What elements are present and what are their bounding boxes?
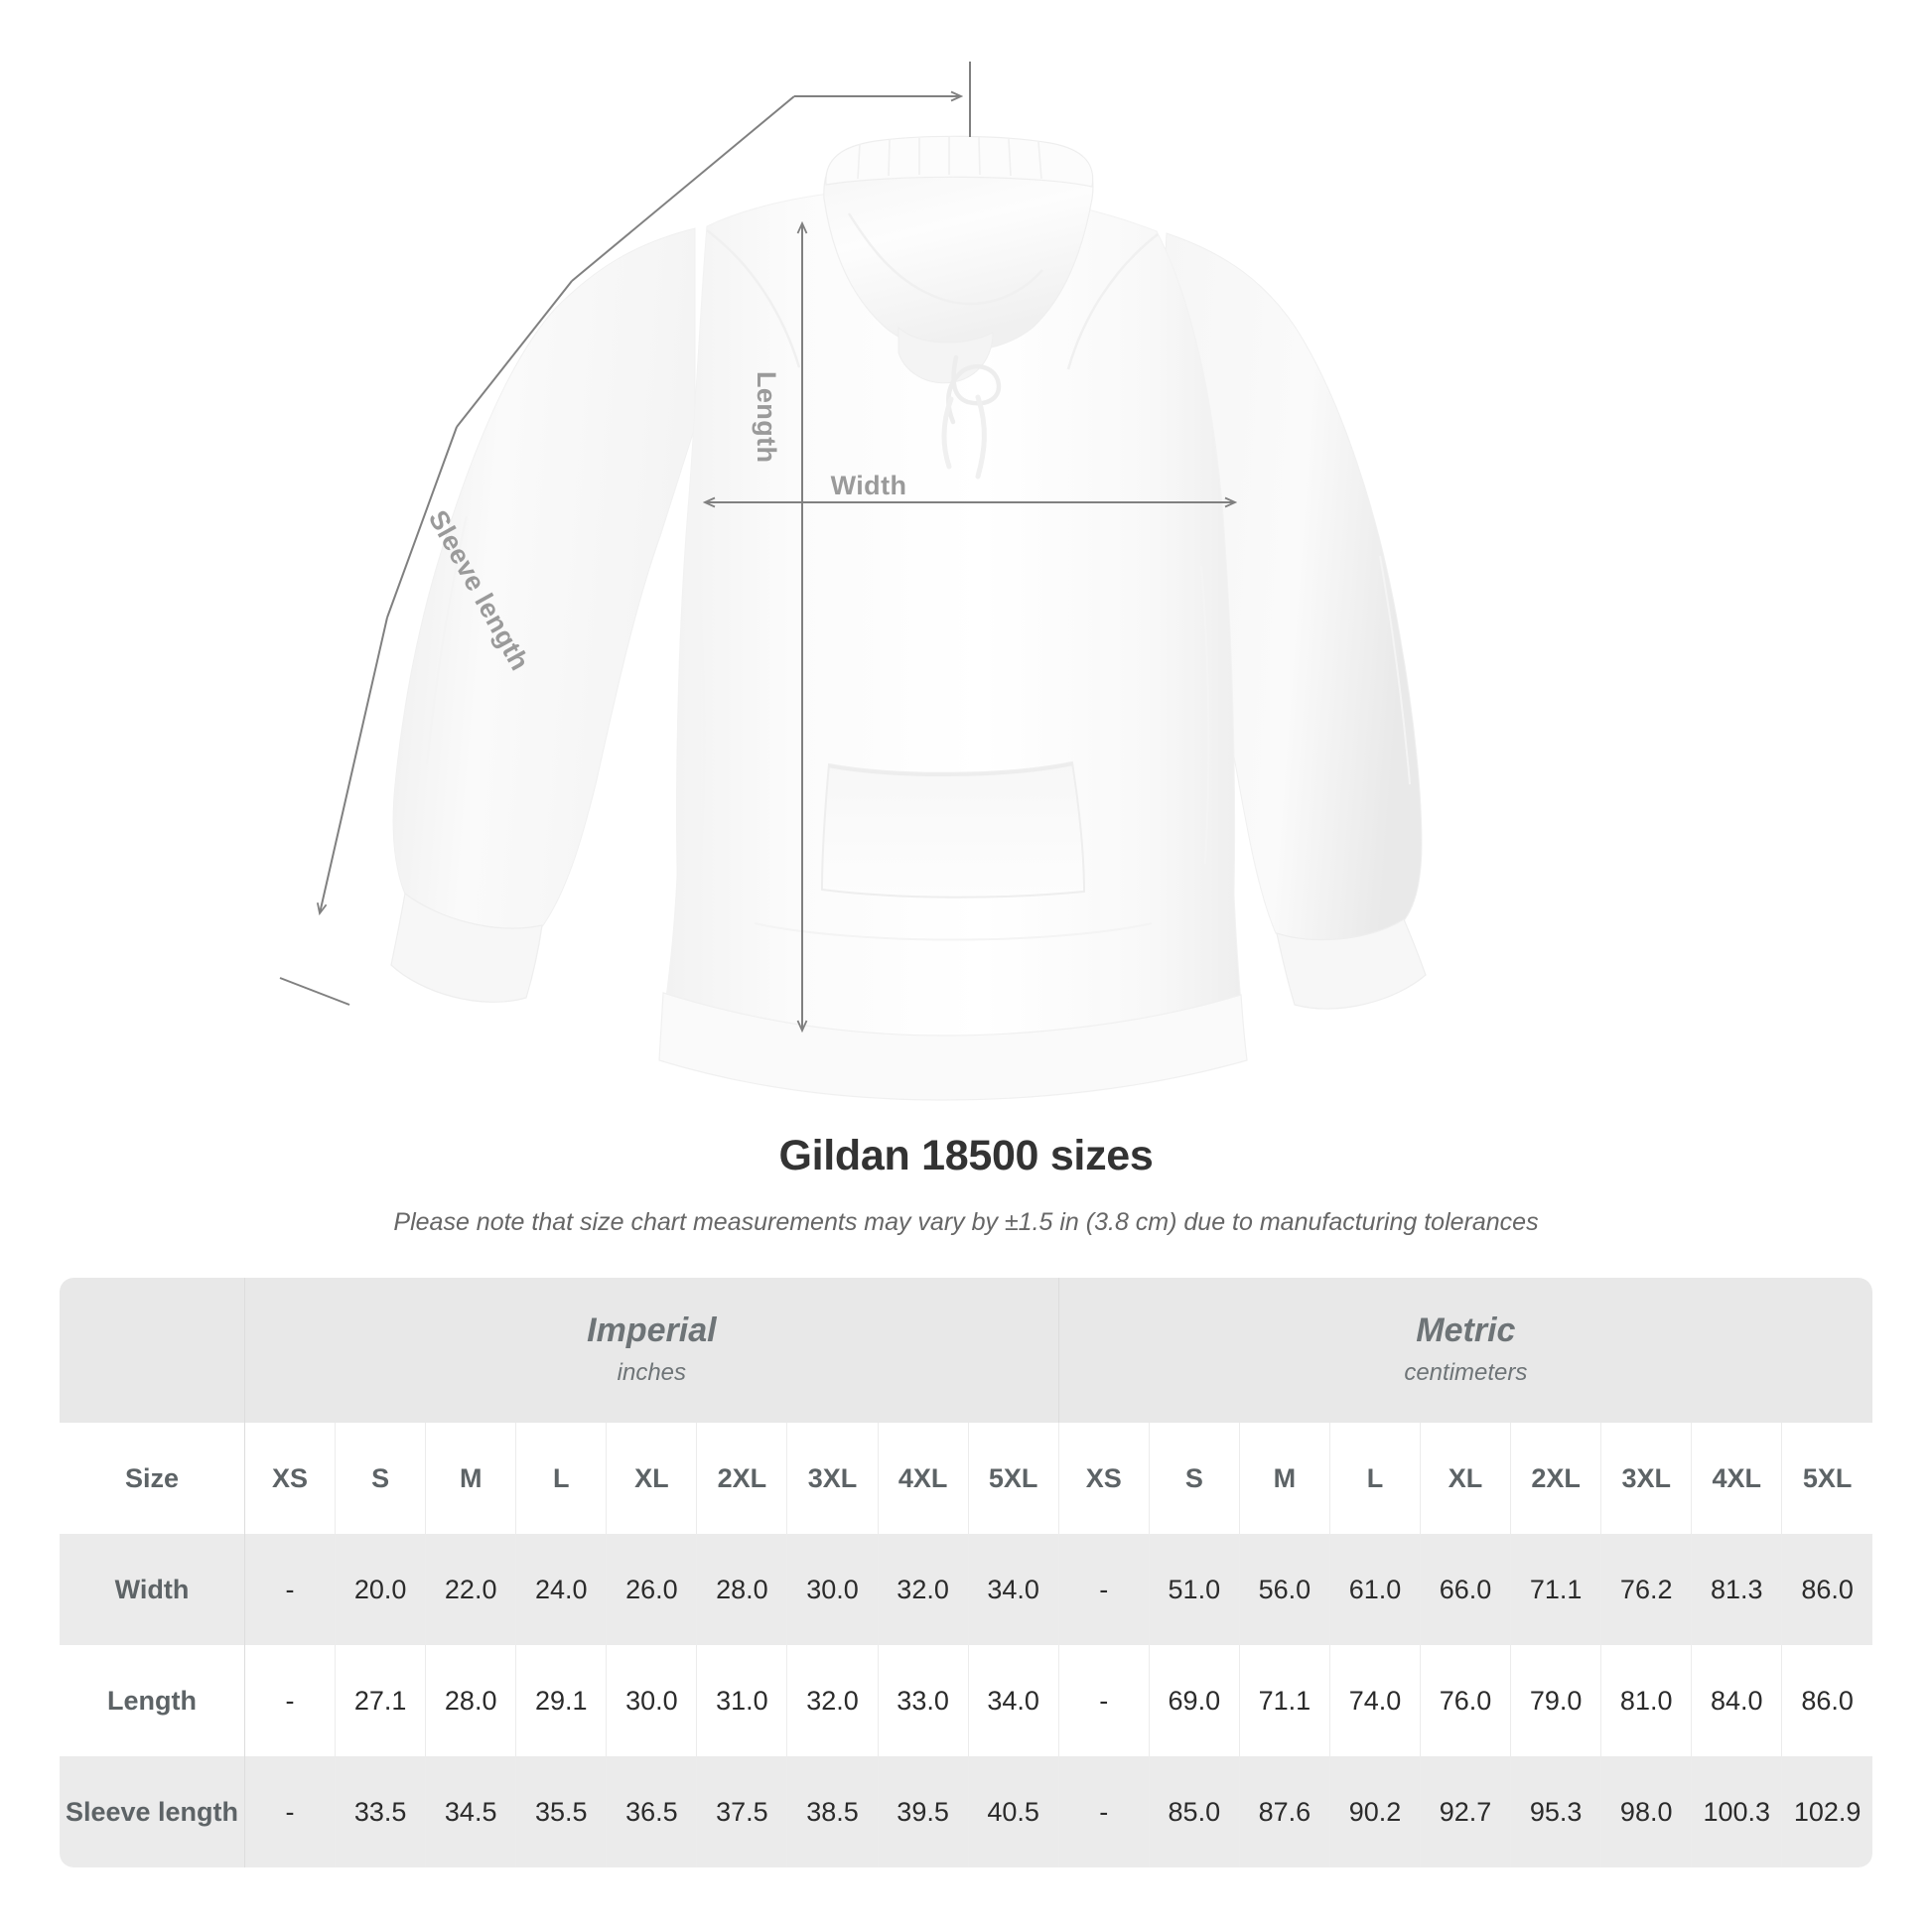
- column-header-size: Size: [60, 1423, 245, 1534]
- size-header-imperial-3xl: 3XL: [786, 1423, 879, 1534]
- sleeve-length-dimension-line: [279, 62, 971, 1006]
- cell-sleeve-length-imperial-m: 34.5: [425, 1756, 516, 1867]
- cell-sleeve-length-imperial-2xl: 37.5: [696, 1756, 787, 1867]
- row-header-width: Width: [60, 1534, 245, 1645]
- size-header-imperial-xl: XL: [606, 1423, 697, 1534]
- size-header-metric-m: M: [1238, 1423, 1330, 1534]
- cell-width-metric-4xl: 81.3: [1691, 1534, 1782, 1645]
- hoodie-garment: [390, 135, 1427, 1101]
- cell-length-imperial-xs: -: [243, 1645, 336, 1756]
- row-header-length: Length: [60, 1645, 245, 1756]
- size-header-imperial-m: M: [425, 1423, 516, 1534]
- cell-width-imperial-s: 20.0: [335, 1534, 426, 1645]
- cell-sleeve-length-imperial-l: 35.5: [515, 1756, 607, 1867]
- cell-sleeve-length-metric-s: 85.0: [1148, 1756, 1240, 1867]
- cell-sleeve-length-metric-2xl: 95.3: [1510, 1756, 1601, 1867]
- cell-length-imperial-l: 29.1: [515, 1645, 607, 1756]
- cell-width-metric-m: 56.0: [1238, 1534, 1330, 1645]
- cell-sleeve-length-metric-l: 90.2: [1328, 1756, 1421, 1867]
- size-header-imperial-s: S: [335, 1423, 426, 1534]
- size-table-container: Imperial inches Metric centimeters Size XS S M L…: [60, 1278, 1872, 1867]
- cell-width-imperial-l: 24.0: [515, 1534, 607, 1645]
- width-dimension-label: Width: [830, 471, 907, 500]
- cell-sleeve-length-metric-m: 87.6: [1238, 1756, 1330, 1867]
- cell-sleeve-length-metric-5xl: 102.9: [1781, 1756, 1872, 1867]
- cell-length-imperial-s: 27.1: [335, 1645, 426, 1756]
- cell-sleeve-length-metric-xl: 92.7: [1420, 1756, 1511, 1867]
- size-header-metric-4xl: 4XL: [1691, 1423, 1782, 1534]
- size-header-imperial-l: L: [515, 1423, 607, 1534]
- cell-width-metric-5xl: 86.0: [1781, 1534, 1872, 1645]
- system-unit: inches: [617, 1359, 687, 1387]
- cell-length-metric-m: 71.1: [1238, 1645, 1330, 1756]
- cell-sleeve-length-metric-xs: -: [1057, 1756, 1150, 1867]
- cell-length-metric-xs: -: [1057, 1645, 1150, 1756]
- cell-length-metric-xl: 76.0: [1420, 1645, 1511, 1756]
- cell-width-metric-xs: -: [1057, 1534, 1150, 1645]
- cell-sleeve-length-metric-4xl: 100.3: [1691, 1756, 1782, 1867]
- system-name: Metric: [1416, 1311, 1516, 1350]
- length-dimension-label: Length: [752, 371, 781, 464]
- cell-width-metric-xl: 66.0: [1420, 1534, 1511, 1645]
- cell-length-imperial-4xl: 33.0: [877, 1645, 969, 1756]
- system-name: Imperial: [587, 1311, 717, 1350]
- cell-width-imperial-xl: 26.0: [606, 1534, 697, 1645]
- cell-length-imperial-2xl: 31.0: [696, 1645, 787, 1756]
- cell-length-imperial-xl: 30.0: [606, 1645, 697, 1756]
- system-header-metric: Metric centimeters: [1057, 1278, 1872, 1423]
- cell-sleeve-length-metric-3xl: 98.0: [1600, 1756, 1692, 1867]
- cell-length-imperial-5xl: 34.0: [967, 1645, 1059, 1756]
- cell-length-imperial-m: 28.0: [425, 1645, 516, 1756]
- cell-width-metric-s: 51.0: [1148, 1534, 1240, 1645]
- cell-length-metric-2xl: 79.0: [1510, 1645, 1601, 1756]
- size-header-imperial-5xl: 5XL: [967, 1423, 1059, 1534]
- table-system-header-row: Imperial inches Metric centimeters: [60, 1278, 1872, 1423]
- size-header-metric-3xl: 3XL: [1600, 1423, 1692, 1534]
- cell-width-imperial-m: 22.0: [425, 1534, 516, 1645]
- cell-sleeve-length-imperial-4xl: 39.5: [877, 1756, 969, 1867]
- system-header-imperial: Imperial inches: [244, 1278, 1059, 1423]
- size-header-imperial-4xl: 4XL: [877, 1423, 969, 1534]
- size-header-metric-xs: XS: [1057, 1423, 1150, 1534]
- size-header-metric-s: S: [1148, 1423, 1240, 1534]
- system-header-spacer: [60, 1278, 245, 1423]
- size-header-metric-5xl: 5XL: [1781, 1423, 1872, 1534]
- cell-length-metric-3xl: 81.0: [1600, 1645, 1692, 1756]
- table-row: Sleeve length -33.5 34.5 35.5 36.5 37.5 38.5 39…: [60, 1756, 1872, 1867]
- cell-length-metric-s: 69.0: [1148, 1645, 1240, 1756]
- page-title: Gildan 18500 sizes: [778, 1132, 1154, 1179]
- size-header-imperial-2xl: 2XL: [696, 1423, 787, 1534]
- cell-sleeve-length-imperial-3xl: 38.5: [786, 1756, 879, 1867]
- cell-sleeve-length-imperial-s: 33.5: [335, 1756, 426, 1867]
- cell-sleeve-length-imperial-xl: 36.5: [606, 1756, 697, 1867]
- cell-width-imperial-5xl: 34.0: [967, 1534, 1059, 1645]
- size-chart-header: Gildan 18500 sizes Please note that size…: [0, 1130, 1932, 1238]
- hoodie-illustration: [279, 62, 1427, 1101]
- table-row: Length -27.1 28.0 29.1 30.0 31.0 32.0 33.0 34.0-…: [60, 1645, 1872, 1756]
- cell-length-metric-l: 74.0: [1328, 1645, 1421, 1756]
- tolerance-note: Please note that size chart measurements…: [393, 1207, 1539, 1236]
- row-header-sleeve-length: Sleeve length: [60, 1756, 245, 1867]
- table-row: Width -20.0 22.0 24.0 26.0 28.0 30.0 32.0 34.0-5…: [60, 1534, 1872, 1645]
- size-header-metric-xl: XL: [1420, 1423, 1511, 1534]
- cell-width-metric-l: 61.0: [1328, 1534, 1421, 1645]
- cell-width-metric-2xl: 71.1: [1510, 1534, 1601, 1645]
- cell-sleeve-length-imperial-5xl: 40.5: [967, 1756, 1059, 1867]
- garment-measurement-diagram: Length Width Sleeve length: [279, 62, 1427, 1101]
- system-unit: centimeters: [1404, 1359, 1528, 1387]
- cell-width-imperial-3xl: 30.0: [786, 1534, 879, 1645]
- cell-sleeve-length-imperial-xs: -: [243, 1756, 336, 1867]
- cell-width-metric-3xl: 76.2: [1600, 1534, 1692, 1645]
- cell-length-metric-4xl: 84.0: [1691, 1645, 1782, 1756]
- table-size-header-row: Size XS S M L XL 2XL 3XL 4XL 5XL XS S M L XL 2XL 3XL 4XL 5…: [60, 1423, 1872, 1534]
- size-header-imperial-xs: XS: [243, 1423, 336, 1534]
- size-header-metric-l: L: [1328, 1423, 1421, 1534]
- cell-length-imperial-3xl: 32.0: [786, 1645, 879, 1756]
- cell-width-imperial-2xl: 28.0: [696, 1534, 787, 1645]
- size-chart-table: Imperial inches Metric centimeters Size XS S M L…: [60, 1278, 1872, 1867]
- cell-width-imperial-xs: -: [243, 1534, 336, 1645]
- cell-width-imperial-4xl: 32.0: [877, 1534, 969, 1645]
- cell-length-metric-5xl: 86.0: [1781, 1645, 1872, 1756]
- size-header-metric-2xl: 2XL: [1510, 1423, 1601, 1534]
